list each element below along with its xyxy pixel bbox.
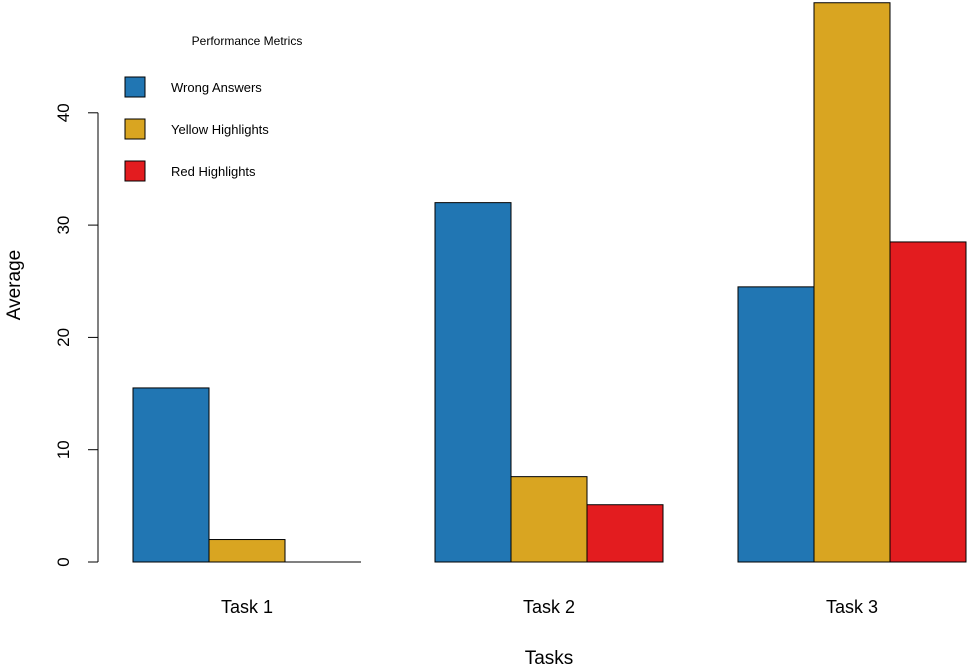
y-tick-label-0: 0 — [54, 557, 73, 566]
bar-yellow-highlights-task-3 — [813, 2, 891, 563]
legend-label-red-highlights: Red Highlights — [171, 164, 256, 179]
legend-swatch-wrong-answers — [124, 76, 146, 98]
y-axis-title: Average — [4, 250, 25, 320]
y-axis: 0 10 20 30 40 — [54, 103, 99, 567]
y-tick-label-40: 40 — [54, 103, 73, 122]
legend-label-yellow-highlights: Yellow Highlights — [171, 122, 269, 137]
bar-red-highlights-task-2 — [586, 504, 664, 563]
legend-swatch-yellow-highlights — [124, 118, 146, 140]
bar-yellow-highlights-task-2 — [510, 476, 588, 563]
legend-swatch-red-highlights — [124, 160, 146, 182]
bar-yellow-highlights-task-1 — [208, 539, 286, 563]
category-label-task-1: Task 1 — [221, 597, 273, 617]
x-axis-title: Tasks — [525, 648, 574, 668]
legend-label-wrong-answers: Wrong Answers — [171, 80, 262, 95]
y-tick-label-30: 30 — [54, 216, 73, 235]
legend: Performance Metrics Wrong Answers Yellow … — [124, 34, 303, 182]
y-tick-label-10: 10 — [54, 440, 73, 459]
bar-wrong-answers-task-2 — [434, 202, 512, 563]
category-label-task-3: Task 3 — [826, 597, 878, 617]
legend-title: Performance Metrics — [192, 34, 303, 48]
bar-wrong-answers-task-1 — [132, 387, 210, 563]
y-tick-label-20: 20 — [54, 328, 73, 347]
bar-red-highlights-task-3 — [889, 241, 967, 563]
category-labels: Task 1 Task 2 Task 3 — [221, 597, 878, 617]
category-label-task-2: Task 2 — [523, 597, 575, 617]
bar-wrong-answers-task-3 — [737, 286, 815, 563]
bars-group — [132, 2, 967, 563]
